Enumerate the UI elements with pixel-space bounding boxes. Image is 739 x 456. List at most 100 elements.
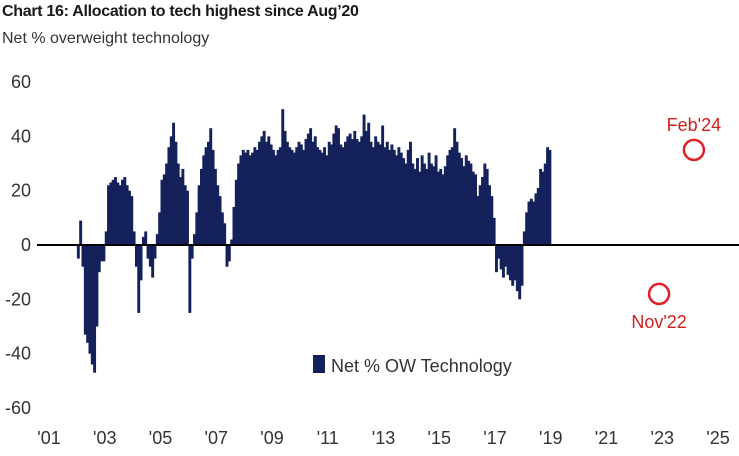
bar	[492, 217, 496, 245]
bar	[497, 245, 501, 259]
x-axis: '01 '03 '05 '07 '09 '11 '13 '15 '17 '19 '21 '23 '25	[37, 428, 729, 448]
bar	[462, 166, 466, 245]
bar	[288, 147, 292, 245]
bar	[402, 158, 406, 245]
bar	[337, 128, 340, 245]
bar	[453, 128, 457, 245]
bar	[169, 136, 173, 245]
bar	[153, 245, 157, 259]
bar	[151, 245, 155, 278]
bar	[148, 245, 152, 267]
bar	[160, 179, 164, 245]
annotation-circle	[682, 138, 706, 162]
bar	[285, 141, 289, 245]
bar	[325, 155, 329, 245]
bar	[304, 139, 308, 245]
bar	[281, 109, 285, 246]
bar	[88, 245, 92, 354]
bar	[525, 212, 529, 245]
y-tick-label: 60	[11, 72, 31, 92]
bar	[388, 149, 392, 245]
bar	[162, 174, 166, 245]
bar	[504, 245, 508, 267]
bar	[79, 220, 83, 245]
y-tick-label: -40	[5, 344, 31, 364]
bar	[83, 245, 87, 335]
bar	[174, 141, 178, 245]
bar	[416, 158, 419, 245]
bar	[364, 130, 368, 245]
bar	[432, 166, 436, 245]
x-tick-label: '05	[149, 428, 172, 448]
bar	[297, 141, 301, 245]
bar	[183, 185, 187, 245]
bar	[413, 168, 417, 245]
bar	[181, 168, 185, 245]
bar	[390, 144, 394, 245]
x-tick-label: '07	[205, 428, 228, 448]
bar	[397, 147, 401, 245]
bar	[443, 166, 447, 245]
bar	[109, 182, 113, 245]
bar	[327, 141, 331, 245]
bar	[195, 212, 199, 245]
bar	[376, 141, 380, 245]
bar	[532, 201, 536, 245]
bar	[97, 245, 101, 273]
bar	[262, 130, 266, 245]
y-tick-label: -60	[5, 398, 31, 418]
bar	[367, 122, 371, 245]
y-axis: 60 40 20 0 -20 -40 -60	[5, 72, 31, 418]
bar	[392, 149, 396, 245]
bar	[515, 245, 519, 292]
bar	[121, 179, 124, 245]
bar	[383, 147, 387, 245]
annotation-label: Nov'22	[631, 312, 686, 332]
bar	[483, 163, 487, 245]
bar	[309, 128, 313, 245]
x-tick-label: '11	[317, 428, 339, 448]
bar	[107, 185, 110, 245]
bar	[411, 163, 415, 245]
bar	[188, 245, 192, 313]
bar	[348, 133, 352, 245]
bar	[513, 245, 517, 281]
bar	[478, 185, 482, 245]
x-tick-label: '01	[37, 428, 60, 448]
bar	[272, 149, 275, 245]
bar	[269, 144, 273, 245]
bar	[218, 196, 222, 245]
bar	[186, 190, 189, 245]
bar	[86, 245, 90, 343]
x-tick-label: '03	[93, 428, 116, 448]
bar	[330, 144, 333, 245]
bar	[274, 155, 278, 245]
bar	[123, 177, 127, 245]
bar	[100, 245, 104, 262]
bar	[355, 139, 359, 245]
bar	[220, 212, 224, 245]
bar	[399, 152, 403, 245]
legend-label: Net % OW Technology	[331, 356, 512, 376]
bar	[276, 149, 280, 245]
bar	[534, 193, 538, 245]
bar	[529, 198, 533, 245]
chart-subtitle: Net % overweight technology	[2, 30, 210, 47]
bar	[381, 125, 385, 245]
bar	[134, 245, 138, 267]
bar	[522, 231, 526, 245]
bar	[548, 149, 552, 245]
bar	[357, 141, 361, 245]
bar	[374, 136, 378, 245]
bar	[441, 174, 445, 245]
legend: Net % OW Technology	[313, 355, 512, 376]
bar	[127, 190, 131, 245]
bar	[422, 163, 426, 245]
bar	[76, 245, 80, 259]
bar	[385, 141, 389, 245]
bar	[302, 149, 306, 245]
bar	[267, 136, 271, 245]
bar	[278, 147, 282, 245]
bar	[241, 149, 245, 245]
